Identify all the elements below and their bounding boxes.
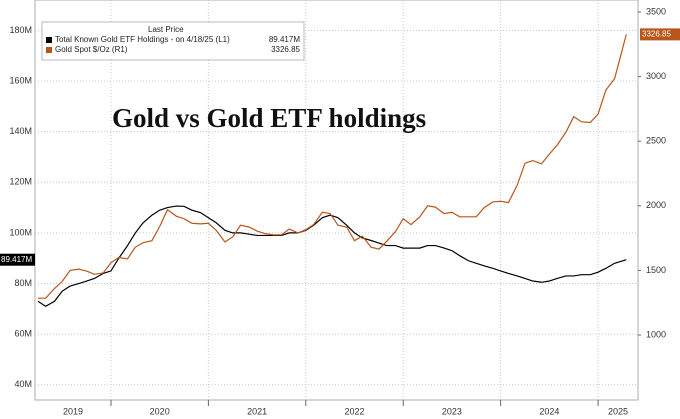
x-tick-label: 2020 xyxy=(150,406,170,416)
x-tick-label: 2023 xyxy=(442,406,462,416)
last-value-tag xyxy=(640,28,680,41)
legend-swatch xyxy=(46,47,52,53)
legend-label: Total Known Gold ETF Holdings - on 4/18/… xyxy=(55,35,230,44)
y-tick-label: 40M xyxy=(14,379,32,389)
last-value-tag xyxy=(0,253,35,266)
legend-value: 3326.85 xyxy=(271,45,300,54)
y-tick-label: 100M xyxy=(9,227,32,237)
x-tick-label: 2025 xyxy=(608,406,628,416)
series-line xyxy=(37,34,627,299)
last-value-tag-label: 3326.85 xyxy=(642,29,671,38)
y-tick-label: 160M xyxy=(9,75,32,85)
x-tick-label: 2022 xyxy=(345,406,365,416)
legend-swatch xyxy=(46,37,52,43)
chart-title: Gold vs Gold ETF holdings xyxy=(112,103,426,133)
y2-tick-label: 2000 xyxy=(646,200,666,210)
y-tick-label: 180M xyxy=(9,25,32,35)
series-line xyxy=(37,205,627,308)
lines xyxy=(37,34,627,308)
x-tick-label: 2021 xyxy=(247,406,267,416)
y-tick-label: 120M xyxy=(9,177,32,187)
y-tick-label: 60M xyxy=(14,329,32,339)
y2-tick-label: 1000 xyxy=(646,329,666,339)
plot-area xyxy=(34,0,639,401)
last-value-tag-label: 89.417M xyxy=(1,255,32,264)
y2-tick-label: 3000 xyxy=(646,71,666,81)
legend-box xyxy=(41,21,305,61)
legend-value: 89.417M xyxy=(269,35,300,44)
legend-label: Gold Spot $/Oz (R1) xyxy=(55,45,128,54)
y2-tick-label: 2500 xyxy=(646,136,666,146)
axes: 40M 60M 80M 100M 120M 140M 160M 180M 1000 1500 200… xyxy=(0,6,680,416)
y2-tick-label: 3500 xyxy=(646,6,666,16)
legend-header: Last Price xyxy=(148,25,184,34)
y-tick-label: 80M xyxy=(14,278,32,288)
grid xyxy=(35,0,638,400)
y2-tick-label: 1500 xyxy=(646,265,666,275)
x-tick-label: 2019 xyxy=(63,406,83,416)
x-tick-label: 2024 xyxy=(539,406,559,416)
legend: Total Known Gold ETF Holdings - on 4/18/… xyxy=(46,35,301,54)
y-tick-label: 140M xyxy=(9,126,32,136)
